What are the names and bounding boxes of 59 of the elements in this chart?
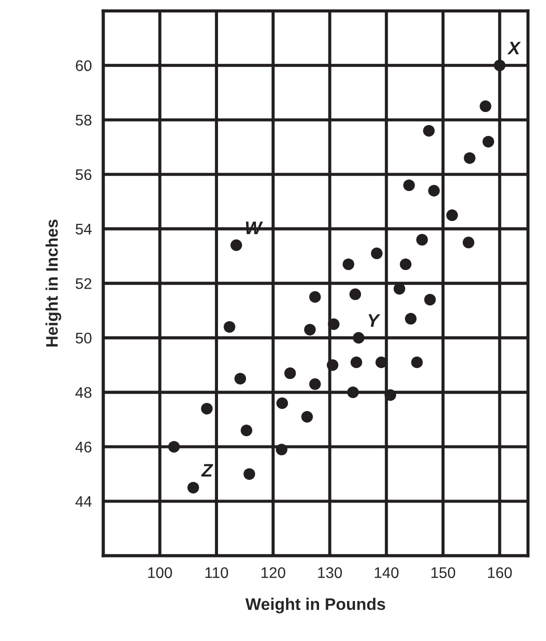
point (350, 356, 362, 368)
y-tick-label: 46 (75, 442, 92, 452)
point (411, 356, 423, 368)
point (284, 367, 296, 380)
point (240, 424, 252, 436)
point (403, 179, 415, 192)
point (428, 184, 440, 197)
point (309, 378, 321, 390)
point (201, 402, 213, 414)
point (416, 234, 428, 246)
y-tick-label: 44 (75, 496, 92, 507)
point (482, 136, 494, 148)
point (304, 324, 316, 336)
annotation: Z (201, 464, 214, 477)
point (301, 411, 313, 423)
point (370, 248, 383, 260)
point (326, 359, 338, 371)
point (224, 321, 236, 333)
y-tick-label: 54 (76, 224, 92, 235)
point (446, 209, 458, 222)
x-tick-label: 140 (374, 567, 399, 578)
annotation: X (507, 42, 521, 54)
point (494, 60, 506, 72)
point (234, 372, 246, 384)
point (309, 291, 321, 303)
point (349, 288, 362, 300)
x-tick-label: 100 (148, 567, 172, 578)
point (462, 236, 474, 248)
point (404, 312, 417, 325)
point (480, 100, 492, 112)
x-tick-label: 150 (431, 567, 456, 578)
x-axis-title: Weight in Pounds (245, 598, 386, 614)
y-axis-title: Height in Inches (46, 220, 62, 347)
y-tick-label: 48 (75, 387, 92, 398)
y-tick-label: 58 (76, 114, 92, 126)
x-tick-label: 160 (488, 567, 512, 578)
point (352, 332, 364, 344)
point (230, 239, 242, 251)
point (328, 318, 340, 330)
annotation: Y (368, 314, 380, 327)
point (187, 482, 200, 494)
point (276, 397, 288, 409)
y-tick-label: 60 (76, 60, 92, 72)
point (400, 258, 412, 270)
point (464, 152, 476, 164)
x-tick-label: 110 (205, 567, 228, 578)
point (276, 444, 288, 456)
point (424, 294, 436, 306)
x-tick-label: 120 (262, 567, 286, 578)
point (423, 124, 435, 137)
y-tick-label: 50 (76, 332, 92, 344)
y-tick-label: 56 (76, 169, 92, 180)
x-tick-label: 130 (318, 567, 342, 578)
point (347, 386, 359, 398)
point (384, 389, 396, 401)
point (244, 468, 256, 480)
y-tick-label: 52 (76, 278, 92, 290)
point (168, 440, 180, 453)
point (342, 258, 354, 270)
